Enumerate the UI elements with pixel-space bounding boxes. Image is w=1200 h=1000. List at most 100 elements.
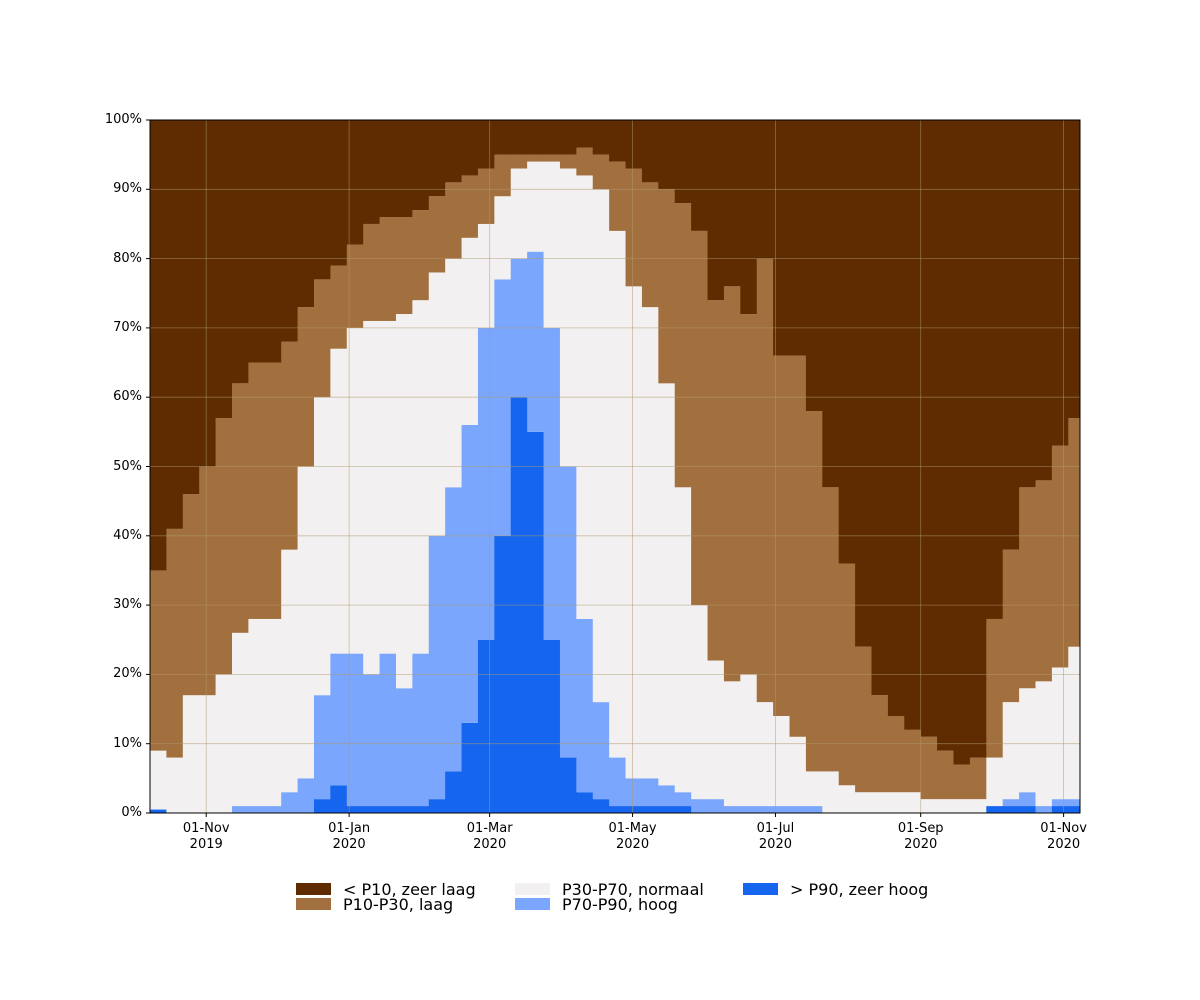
area-step (527, 251, 545, 432)
area-step (887, 715, 905, 793)
area-step (1035, 806, 1053, 813)
area-step (346, 327, 364, 654)
area-step (559, 168, 577, 467)
area-step (953, 764, 971, 800)
y-tick-label: 40% (113, 527, 142, 543)
area-step (428, 799, 446, 813)
area-step (477, 168, 495, 224)
y-tick-label: 100% (104, 112, 142, 127)
area-step (150, 750, 167, 810)
area-step (346, 806, 364, 813)
area-step (674, 792, 692, 807)
area-step (609, 230, 627, 758)
area-step (494, 279, 512, 536)
area-step (166, 528, 184, 758)
area-step (592, 120, 610, 155)
area-step (231, 632, 249, 807)
area-step (822, 487, 840, 772)
area-step (363, 223, 381, 321)
area-step (1019, 487, 1036, 689)
area-step (313, 279, 331, 398)
y-tick-label: 60% (113, 389, 142, 405)
area-step (904, 792, 922, 813)
area-step (1068, 417, 1081, 647)
area-step (789, 355, 807, 737)
area-step (986, 120, 1004, 619)
area-step (527, 431, 545, 813)
area-step (1051, 806, 1069, 813)
area-step (395, 806, 413, 813)
area-step (1002, 806, 1020, 813)
area-step (625, 168, 643, 287)
area-step (363, 320, 381, 675)
area-step (445, 771, 463, 813)
area-step (609, 120, 627, 162)
area-step (855, 120, 873, 647)
area-step (691, 605, 709, 800)
area-step (428, 120, 446, 197)
area-step (625, 778, 643, 807)
area-step (264, 362, 282, 619)
area-step (445, 182, 463, 259)
area-step (953, 799, 971, 813)
area-step (855, 646, 873, 793)
area-step (248, 120, 266, 363)
area-step (510, 120, 528, 155)
area-step (723, 806, 741, 813)
area-step (412, 120, 430, 211)
area-step (379, 806, 397, 813)
area-step (789, 806, 807, 813)
area-step (1051, 445, 1069, 668)
area-step (199, 120, 217, 467)
area-step (1051, 120, 1069, 446)
area-step (461, 120, 479, 176)
area-step (412, 300, 430, 654)
area-step (297, 466, 315, 779)
area-step (691, 230, 709, 606)
area-step (625, 120, 643, 169)
area-step (313, 695, 331, 800)
area-step (150, 809, 167, 813)
area-step (412, 210, 430, 301)
area-step (576, 147, 594, 176)
area-step (625, 286, 643, 779)
area-step (182, 120, 200, 495)
area-step (543, 161, 561, 328)
area-step (199, 466, 217, 696)
legend-swatch (296, 883, 331, 895)
area-step (494, 120, 512, 155)
area-step (297, 778, 315, 813)
area-step (1019, 792, 1036, 807)
area-step (379, 120, 397, 218)
area-step (740, 120, 758, 315)
area-step (986, 757, 1004, 807)
area-step (740, 806, 758, 813)
area-step (330, 120, 348, 266)
x-tick-label: 01-May 2020 (608, 821, 657, 852)
area-step (428, 535, 446, 800)
plot-frame (149, 119, 1081, 814)
area-step (412, 653, 430, 807)
area-step (887, 792, 905, 813)
area-step (543, 327, 561, 640)
area-step (412, 806, 430, 813)
area-step (592, 154, 610, 190)
area-step (773, 120, 791, 356)
area-step (150, 120, 167, 571)
area-step (1051, 799, 1069, 807)
y-tick-label: 30% (113, 597, 142, 613)
area-step (379, 320, 397, 654)
area-step (576, 120, 594, 148)
area-step (379, 653, 397, 807)
x-tick-label: 01-Sep 2020 (897, 821, 944, 852)
area-step (969, 120, 987, 758)
area-step (330, 785, 348, 813)
area-step (182, 695, 200, 813)
area-step (740, 674, 758, 807)
area-step (986, 806, 1004, 813)
area-step (1019, 806, 1036, 813)
area-step (756, 258, 774, 703)
y-tick-label: 50% (113, 458, 142, 474)
area-step (559, 154, 577, 169)
area-step (461, 175, 479, 238)
